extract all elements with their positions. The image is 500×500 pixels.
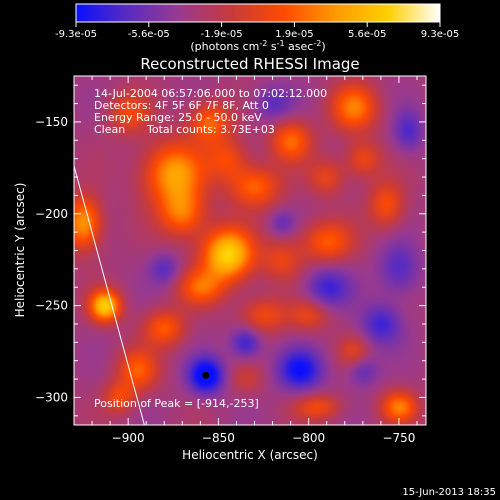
colorbar-tick-label: 1.9e-05 (275, 29, 313, 40)
x-tick-label: −800 (292, 431, 325, 445)
x-tick-labels: −900 −850 −800 −750 (112, 431, 416, 445)
chart-title: Reconstructed RHESSI Image (140, 55, 359, 73)
x-tick-label: −900 (112, 431, 145, 445)
x-axis-label: Heliocentric X (arcsec) (182, 448, 318, 462)
annotation-total-counts: Total counts: 3.73E+03 (146, 123, 275, 136)
annotation-energy-range: Energy Range: 25.0 - 50.0 keV (94, 111, 262, 124)
axis-ticks (73, 76, 426, 425)
colorbar-units: (photons cm-2 s-1 asec-2) (190, 39, 325, 53)
colorbar-ticks (75, 22, 441, 27)
peak-position-label: Position of Peak = [-914,-253] (94, 397, 259, 410)
colorbar-tick-label: -1.9e-05 (201, 29, 243, 40)
y-tick-label: −200 (35, 207, 68, 221)
y-tick-label: −250 (35, 299, 68, 313)
y-tick-label: −150 (35, 115, 68, 129)
y-tick-label: −300 (35, 390, 68, 404)
colorbar-tick-label: 9.3e-05 (421, 29, 459, 40)
annotation-method: Clean (94, 123, 125, 136)
colorbar-tick-label: -5.6e-05 (128, 29, 170, 40)
y-axis-label: Heliocentric Y (arcsec) (13, 183, 27, 318)
x-tick-label: −850 (202, 431, 235, 445)
minimum-marker (202, 371, 210, 379)
heatmap-image (74, 76, 426, 425)
colorbar-tick-labels: -9.3e-05 -5.6e-05 -1.9e-05 1.9e-05 5.6e-05 9.… (55, 29, 459, 40)
annotation-time-range: 14-Jul-2004 06:57:06.000 to 07:02:12.000 (94, 87, 327, 100)
y-tick-labels: −150 −200 −250 −300 (35, 115, 68, 405)
x-tick-label: −750 (382, 431, 415, 445)
colorbar (75, 3, 441, 23)
solar-limb-line (74, 165, 145, 425)
annotation-detectors: Detectors: 4F 5F 6F 7F 8F, Att 0 (94, 99, 269, 112)
colorbar-tick-label: 5.6e-05 (348, 29, 386, 40)
colorbar-tick-label: -9.3e-05 (55, 29, 97, 40)
render-timestamp: 15-Jun-2013 18:35 (402, 487, 496, 498)
